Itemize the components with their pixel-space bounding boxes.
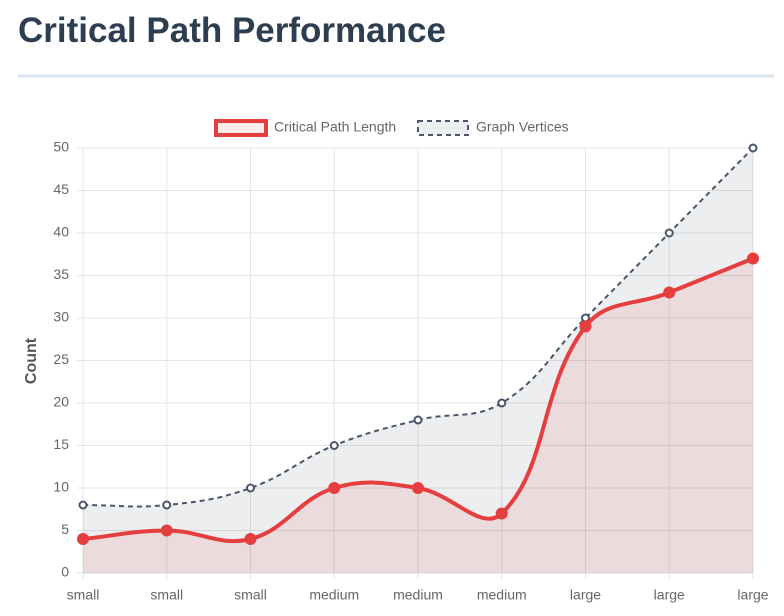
point xyxy=(412,482,424,494)
point xyxy=(664,228,674,238)
point xyxy=(747,252,759,265)
y-tick-label: 25 xyxy=(53,351,69,367)
y-tick-label: 15 xyxy=(53,436,69,452)
y-tick-label: 20 xyxy=(53,394,69,410)
x-tick-label: medium xyxy=(309,587,359,603)
line xyxy=(82,256,754,544)
x-tick-label: medium xyxy=(477,587,527,603)
x-tick-label: large xyxy=(737,587,768,603)
point xyxy=(77,533,89,545)
y-axis-label: Count xyxy=(23,337,40,384)
x-tick-label: large xyxy=(570,587,601,603)
x-tick-label: medium xyxy=(393,587,443,603)
x-tick-label: small xyxy=(150,587,183,603)
point xyxy=(497,398,507,408)
y-tick-label: 50 xyxy=(53,139,69,155)
y-tick-label: 45 xyxy=(53,181,69,197)
y-tick-label: 5 xyxy=(61,521,69,537)
x-tick-label: large xyxy=(654,587,685,603)
y-tick-label: 40 xyxy=(53,224,69,240)
y-tick-label: 10 xyxy=(53,479,69,495)
point xyxy=(581,313,590,323)
area xyxy=(83,148,753,573)
point xyxy=(78,500,88,510)
point xyxy=(328,482,341,494)
x-tick-label: small xyxy=(234,587,267,603)
y-tick-label: 0 xyxy=(61,564,69,580)
point xyxy=(329,441,339,450)
point xyxy=(579,320,592,333)
point xyxy=(748,143,758,153)
x-tick-label: small xyxy=(67,587,100,603)
legend-label: Graph Vertices xyxy=(476,119,569,135)
y-tick-label: 35 xyxy=(53,266,69,282)
legend-swatch xyxy=(214,119,268,137)
line xyxy=(82,147,754,508)
y-tick-label: 30 xyxy=(53,309,69,325)
point xyxy=(663,286,676,299)
point xyxy=(160,524,173,537)
point xyxy=(246,483,255,493)
legend-label: Critical Path Length xyxy=(274,119,396,135)
area xyxy=(83,258,753,573)
point xyxy=(244,533,257,545)
legend-swatch xyxy=(417,120,469,136)
page-title: Critical Path Performance xyxy=(18,11,446,50)
point xyxy=(162,500,172,510)
point xyxy=(413,415,423,425)
point xyxy=(495,507,508,520)
